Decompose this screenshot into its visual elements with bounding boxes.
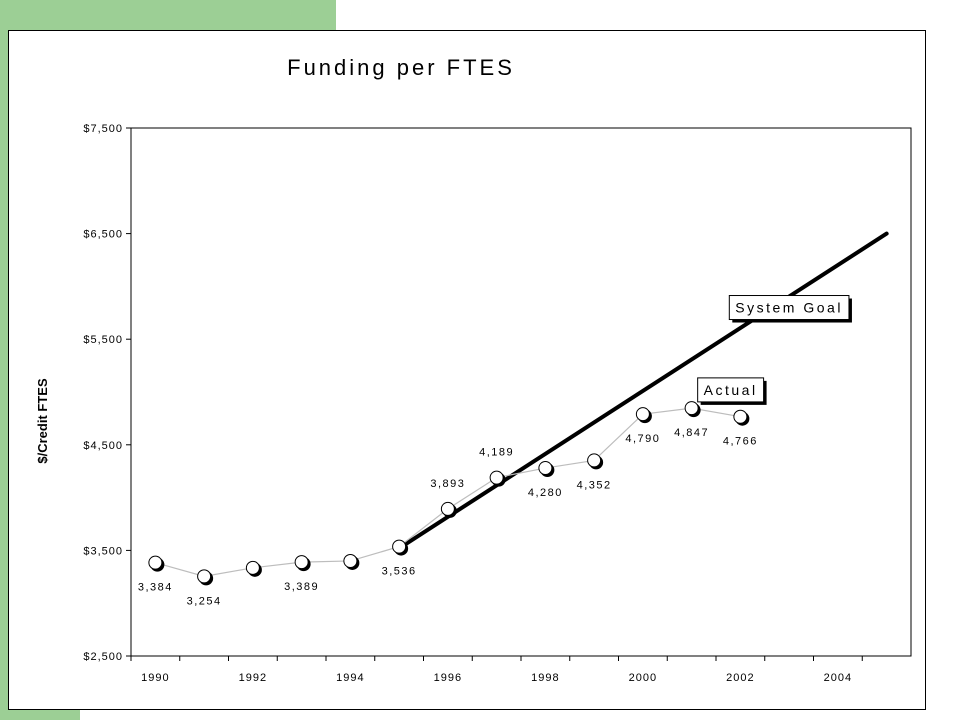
data-label: 4,189 [479, 447, 514, 459]
data-point-marker [197, 569, 212, 584]
annotation-text: Actual [704, 382, 758, 398]
data-point-marker [245, 560, 260, 575]
data-point-marker [538, 461, 553, 476]
annotation-box: Actual [697, 377, 767, 405]
x-tick-label: 2000 [629, 672, 657, 684]
y-tick-label: $5,500 [83, 334, 123, 346]
data-label: 3,893 [430, 478, 465, 490]
annotation-box: System Goal [728, 295, 852, 323]
data-point-marker [148, 555, 163, 570]
data-point-actual [733, 409, 750, 426]
data-point-actual [392, 539, 409, 556]
data-point-marker [635, 407, 650, 422]
data-label: 3,536 [382, 566, 417, 578]
data-point-actual [489, 470, 506, 487]
x-tick-label: 1990 [141, 672, 169, 684]
annotation-frame [728, 295, 850, 321]
x-tick-label: 1998 [531, 672, 559, 684]
data-point-marker [294, 555, 309, 570]
data-point-actual [148, 555, 165, 572]
y-tick-label: $2,500 [83, 651, 123, 663]
data-point-actual [343, 553, 360, 570]
y-tick-label: $6,500 [83, 229, 123, 241]
chart-title: Funding per FTES [287, 55, 515, 80]
data-point-actual [587, 453, 604, 470]
data-label: 4,847 [674, 427, 709, 439]
data-point-marker [684, 401, 699, 416]
data-label: 4,280 [528, 487, 563, 499]
data-point-marker [587, 453, 602, 468]
data-point-actual [635, 407, 652, 424]
data-label: 4,766 [723, 436, 758, 448]
x-tick-label: 1994 [336, 672, 364, 684]
chart-frame: Funding per FTES $/Credit FTES $2,500 $3,… [8, 30, 926, 710]
decorative-green-bar-top [0, 0, 336, 30]
data-label: 3,254 [187, 595, 222, 607]
data-point-marker [343, 553, 358, 568]
data-label: 4,352 [577, 479, 612, 491]
x-tick-label: 1996 [434, 672, 462, 684]
x-tick-label: 1992 [239, 672, 267, 684]
data-point-marker [489, 470, 504, 485]
plot-area-border [130, 127, 912, 657]
data-point-actual [245, 560, 262, 577]
annotation-text: System Goal [735, 300, 843, 316]
data-point-actual [440, 501, 457, 518]
data-point-actual [197, 569, 214, 586]
data-label: 3,389 [284, 581, 319, 593]
data-label: 3,384 [138, 582, 173, 594]
y-tick-label: $4,500 [83, 440, 123, 452]
annotation-frame [697, 377, 765, 403]
x-tick-label: 2004 [824, 672, 852, 684]
data-point-marker [733, 409, 748, 424]
series-line-system-goal [397, 231, 889, 551]
data-point-actual [294, 555, 311, 572]
y-tick-label: $7,500 [83, 123, 123, 135]
data-label: 4,790 [625, 433, 660, 445]
y-axis-label: $/Credit FTES [35, 378, 50, 464]
x-tick-label: 2002 [726, 672, 754, 684]
data-point-actual [684, 401, 701, 418]
data-point-marker [392, 539, 407, 554]
data-point-actual [538, 461, 555, 478]
data-point-marker [440, 501, 455, 516]
funding-chart: Funding per FTES $/Credit FTES $2,500 $3,… [35, 55, 912, 684]
y-tick-label: $3,500 [83, 545, 123, 557]
